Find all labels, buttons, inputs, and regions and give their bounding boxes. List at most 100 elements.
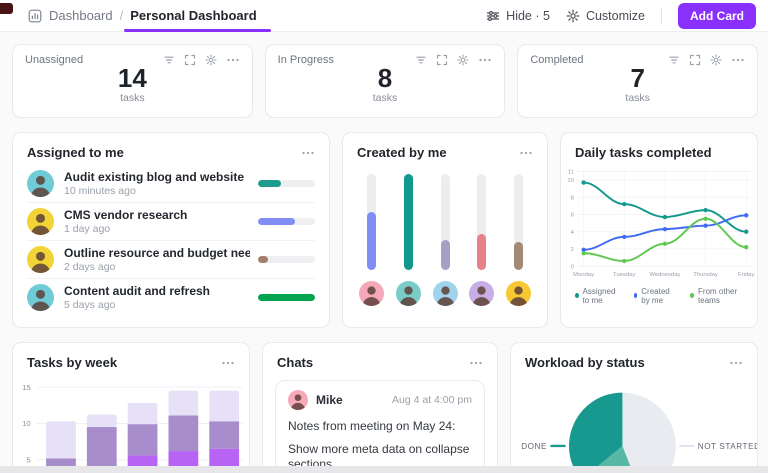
svg-text:6: 6	[571, 213, 575, 219]
more-icon[interactable]	[226, 53, 240, 67]
task-progress-bar	[258, 179, 315, 187]
top-bar: Dashboard / Personal Dashboard Hide · 5 …	[0, 0, 768, 32]
more-icon[interactable]	[221, 356, 235, 370]
bar-track	[514, 174, 523, 270]
task-progress-bar	[258, 256, 315, 263]
add-card-button[interactable]: Add Card	[678, 2, 756, 29]
svg-text:0: 0	[571, 264, 575, 270]
svg-text:Wednesday: Wednesday	[649, 272, 680, 278]
svg-text:Friday: Friday	[738, 272, 754, 278]
topbar-actions: Hide · 5 Customize Add Card	[486, 2, 756, 29]
legend-item: From other teams	[690, 287, 743, 305]
daily-tasks-line-chart: 0 2 4 6 8 10 11 Monday Tuesday Wednesday Thursday F…	[567, 170, 754, 278]
more-icon[interactable]	[478, 53, 492, 67]
more-icon[interactable]	[519, 146, 533, 160]
breadcrumb-current[interactable]: Personal Dashboard	[124, 8, 272, 32]
assigned-task-row[interactable]: Outline resource and budget needs 2 days …	[27, 240, 315, 278]
more-icon[interactable]	[729, 356, 743, 370]
chat-text-line: Notes from meeting on May 24:	[288, 419, 456, 433]
daily-tasks-card: Daily tasks completed 0 2 4 6 8 10 11 Monday Tue…	[560, 132, 758, 328]
more-icon[interactable]	[731, 53, 745, 67]
svg-text:2: 2	[571, 247, 574, 253]
chat-sender: Mike	[316, 393, 343, 407]
filter-icon[interactable]	[668, 54, 680, 66]
settings-icon[interactable]	[205, 54, 217, 66]
customize-button[interactable]: Customize	[566, 9, 645, 23]
assigned-to-me-card: Assigned to me Audit existing blog and w…	[12, 132, 330, 328]
created-bar-column	[395, 174, 421, 311]
svg-text:15: 15	[22, 383, 31, 392]
more-icon[interactable]	[301, 146, 315, 160]
stat-card-title: Unassigned	[25, 54, 84, 66]
settings-icon[interactable]	[457, 54, 469, 66]
breadcrumb-root[interactable]: Dashboard	[49, 8, 113, 23]
task-progress-bar	[258, 218, 315, 225]
created-by-me-chart	[343, 164, 547, 311]
more-icon[interactable]	[469, 356, 483, 370]
stat-card-title: In Progress	[277, 54, 334, 66]
card-title: Created by me	[357, 145, 447, 160]
stat-value: 7	[630, 63, 645, 93]
assigned-task-row[interactable]: Content audit and refresh 5 days ago	[27, 278, 315, 316]
avatar	[288, 390, 308, 410]
workload-pie-chart: DONE NOT STARTED	[521, 392, 757, 473]
breadcrumb: Dashboard / Personal Dashboard	[28, 8, 272, 32]
stat-unit: tasks	[625, 92, 650, 105]
svg-text:11: 11	[568, 170, 574, 176]
created-bar-column	[506, 174, 531, 311]
svg-text:5: 5	[26, 456, 30, 465]
avatar	[506, 281, 531, 306]
hide-button[interactable]: Hide · 5	[486, 9, 550, 23]
middle-row: Assigned to me Audit existing blog and w…	[12, 132, 758, 328]
task-title: Audit existing blog and website	[64, 169, 245, 184]
svg-text:Monday: Monday	[573, 272, 594, 278]
task-title: CMS vendor research	[64, 208, 188, 222]
assigned-task-list: Audit existing blog and website 10 minute…	[13, 164, 329, 316]
dashboard-body: Unassigned 14 tasks In Progress 8 tasks Comple…	[0, 32, 768, 473]
avatar	[359, 281, 384, 306]
task-title: Outline resource and budget needs	[64, 246, 250, 260]
svg-text:Thursday: Thursday	[693, 272, 718, 278]
avatar	[432, 281, 458, 306]
hide-label: Hide · 5	[506, 8, 550, 23]
stat-unit: tasks	[372, 92, 398, 105]
filter-icon[interactable]	[415, 54, 427, 66]
legend-item: Created by me	[633, 287, 679, 305]
dashboard-icon	[28, 9, 42, 23]
card-title: Daily tasks completed	[575, 145, 712, 160]
bar-track	[477, 174, 487, 270]
svg-text:10: 10	[567, 178, 574, 184]
stat-card-completed: Completed 7 tasks	[517, 44, 759, 118]
card-title: Assigned to me	[27, 145, 124, 160]
avatar	[27, 246, 54, 273]
workload-by-status-card: Workload by status DONE NOT STARTED	[510, 342, 758, 473]
card-title: Tasks by week	[27, 355, 118, 370]
chat-message[interactable]: Mike Aug 4 at 4:00 pm Notes from meeting…	[275, 380, 485, 473]
expand-icon[interactable]	[436, 54, 448, 66]
assigned-task-row[interactable]: Audit existing blog and website 10 minute…	[27, 164, 315, 202]
expand-icon[interactable]	[689, 54, 701, 66]
expand-icon[interactable]	[184, 54, 196, 66]
filter-icon[interactable]	[163, 54, 175, 66]
window-corner-artifact	[0, 3, 13, 14]
card-title: Chats	[277, 355, 314, 370]
breadcrumb-separator: /	[119, 8, 124, 23]
pie-label-done: DONE	[521, 442, 547, 451]
tasks-by-week-chart: 5 10 15	[22, 383, 243, 473]
avatar	[469, 281, 495, 306]
chart-legend: Assigned to me Created by me From other te…	[561, 287, 757, 305]
svg-text:4: 4	[571, 230, 575, 236]
task-progress-bar	[258, 294, 315, 301]
bottom-row: Tasks by week 5 10 15 Chats	[12, 342, 758, 473]
svg-text:8: 8	[571, 195, 575, 201]
pie-label-not-started: NOT STARTED	[698, 442, 757, 451]
task-title: Content audit and refresh	[64, 284, 211, 298]
created-bar-column	[432, 174, 458, 311]
bar-track	[403, 174, 413, 270]
legend-item: Assigned to me	[575, 287, 622, 305]
settings-icon[interactable]	[710, 54, 722, 66]
customize-icon	[566, 9, 580, 23]
avatar	[27, 284, 54, 311]
assigned-task-row[interactable]: CMS vendor research 1 day ago	[27, 202, 315, 240]
